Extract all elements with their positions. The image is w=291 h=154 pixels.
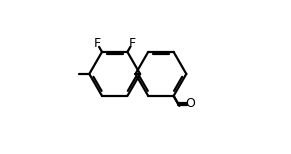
- Text: F: F: [128, 37, 136, 50]
- Text: F: F: [94, 37, 101, 50]
- Text: O: O: [185, 97, 195, 110]
